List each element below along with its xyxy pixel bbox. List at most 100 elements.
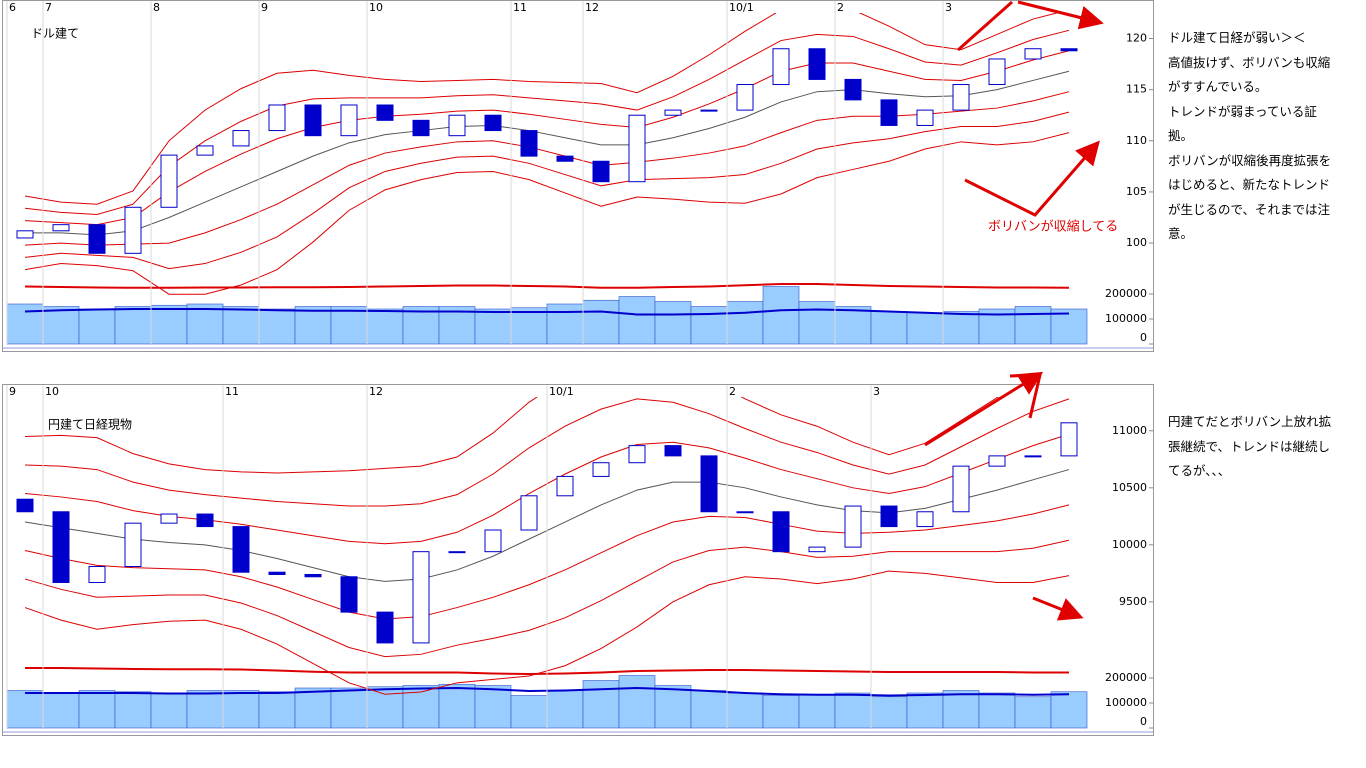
x-tick-label: 10	[45, 385, 59, 398]
candle	[520, 130, 538, 157]
x-tick-label: 6	[9, 1, 16, 14]
bollinger-band	[24, 50, 1070, 226]
candle	[880, 99, 898, 126]
volume-bar	[762, 695, 800, 729]
candle	[124, 206, 142, 254]
candle	[700, 109, 718, 112]
candle	[268, 571, 286, 575]
candle	[448, 114, 466, 137]
volume-bar	[510, 695, 548, 729]
candle	[52, 511, 70, 583]
candle	[196, 145, 214, 156]
volume-bar	[186, 303, 224, 345]
candle	[952, 465, 970, 513]
note-line: 意。	[1168, 226, 1194, 241]
x-tick-label: 3	[873, 385, 880, 398]
volume-bar	[186, 690, 224, 729]
candle	[988, 58, 1006, 86]
volume-bar	[618, 675, 656, 729]
volume-bar	[330, 306, 368, 345]
candle	[592, 160, 610, 183]
volume-bar	[6, 690, 44, 729]
volume-bar	[906, 312, 944, 345]
y-tick-label: 9500	[1119, 595, 1147, 608]
y-tick-label: 10000	[1112, 538, 1147, 551]
y-tick-label: 10500	[1112, 481, 1147, 494]
y-tick-label: 100	[1126, 236, 1147, 249]
candle	[592, 462, 610, 477]
candle	[448, 551, 466, 554]
note-line: が生じるので、それまでは注	[1168, 201, 1331, 217]
volume-bar	[42, 306, 80, 345]
volume-bar	[366, 308, 404, 345]
volume-bar	[798, 301, 836, 345]
volume-bar	[762, 286, 800, 345]
candle	[1024, 48, 1042, 60]
y-tick-label: 110	[1126, 134, 1147, 147]
x-tick-label: 3	[945, 1, 952, 14]
volume-bar	[222, 690, 260, 729]
candle	[340, 576, 358, 613]
x-tick-label: 2	[729, 385, 736, 398]
candle	[232, 526, 250, 573]
x-tick-label: 2	[837, 1, 844, 14]
volume-bar	[438, 683, 476, 729]
volume-bar	[618, 296, 656, 345]
note-line: てるが、、、	[1168, 463, 1231, 478]
bollinger-band	[24, 29, 1070, 215]
volume-bar	[942, 311, 980, 345]
note-line: 円建てだとボリバン上放れ拡	[1168, 414, 1332, 429]
candle	[16, 230, 34, 239]
x-tick-label: 9	[261, 1, 268, 14]
candle	[124, 522, 142, 568]
volume-bar	[546, 303, 584, 345]
candle	[1060, 422, 1078, 457]
y-tick-label: 105	[1126, 185, 1147, 198]
volume-tick-label: 0	[1140, 715, 1147, 728]
candle	[52, 224, 70, 232]
plot	[6, 397, 1088, 729]
x-tick-label: 9	[9, 385, 16, 398]
candle	[16, 498, 34, 513]
bollinger-band	[24, 111, 1070, 270]
volume-bar	[546, 690, 584, 729]
volume-bar	[258, 308, 296, 345]
y-tick-label: 120	[1126, 32, 1147, 45]
volume-bar	[78, 690, 116, 729]
volume-bar	[150, 692, 188, 729]
candle	[556, 475, 574, 497]
note: ドル建て日経が弱い＞＜ 高値抜けず、ボリバンも収縮 がすすんでいる。 トレンドが弱まっ…	[1168, 26, 1331, 247]
volume-bar	[942, 690, 980, 729]
volume-bar	[6, 303, 44, 345]
x-tick-label: 8	[153, 1, 160, 14]
candle	[952, 84, 970, 111]
chart-title: 円建て日経現物	[48, 418, 132, 432]
candle	[844, 78, 862, 101]
candle	[664, 109, 682, 116]
volume-bar	[978, 692, 1016, 729]
volume-bar	[78, 308, 116, 345]
volume-bar	[654, 301, 692, 345]
candle	[628, 114, 646, 183]
volume-bar	[1014, 306, 1052, 345]
candle	[412, 119, 430, 137]
bollinger-band	[25, 70, 1070, 236]
volume-bar	[1014, 696, 1052, 729]
volume-tick-label: 200000	[1105, 671, 1147, 684]
volume-bar	[798, 693, 836, 729]
candle	[916, 109, 934, 126]
volume-bar	[114, 306, 152, 345]
volume-bar	[654, 685, 692, 729]
volume-bar	[1050, 308, 1088, 345]
candle	[520, 495, 538, 531]
candle	[304, 573, 322, 578]
volume-bar	[582, 680, 620, 729]
x-tick-label: 10/1	[729, 1, 754, 14]
volume-bar	[402, 306, 440, 345]
candle	[736, 84, 754, 111]
volume-bar	[690, 690, 728, 729]
candle	[160, 513, 178, 524]
candle	[700, 455, 718, 513]
note-line: がすすんでいる。	[1168, 79, 1268, 94]
candle	[1024, 455, 1042, 458]
